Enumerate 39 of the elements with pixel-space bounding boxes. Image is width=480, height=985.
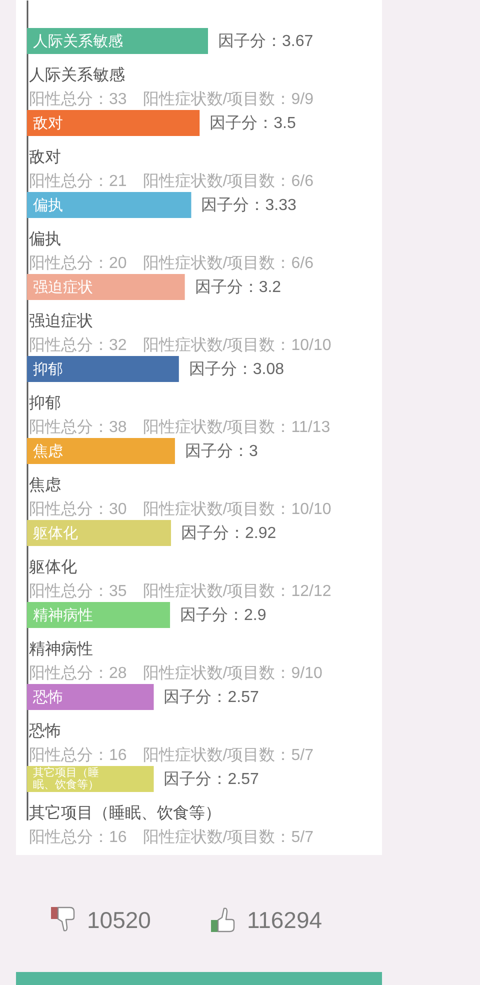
annotation: 阳性总分：21 阳性症状数/项目数：6/6 [29,172,314,190]
y-tick-label: 敌对 [29,148,61,166]
data-label: 因子分：2.9 [180,607,266,624]
annotation: 阳性总分：16 阳性症状数/项目数：5/7 [29,746,314,764]
annotation: 阳性总分：20 阳性症状数/项目数：6/6 [29,254,314,272]
data-label: 因子分：3.08 [188,361,284,378]
bar [27,520,172,546]
data-label: 因子分：3.33 [201,197,296,214]
data-label: 因子分：2.92 [181,525,276,542]
y-tick-label: 强迫症状 [29,312,93,330]
text: 116294 [247,907,322,933]
bar [27,356,179,382]
annotation: 阳性总分：32 阳性症状数/项目数：10/10 [29,336,332,354]
annotation: 阳性总分：35 阳性症状数/项目数：12/12 [29,582,332,600]
bar [27,274,185,300]
data-label: 因子分：2.57 [164,771,259,788]
bar [27,684,154,710]
annotation: 阳性总分：28 阳性症状数/项目数：9/10 [29,664,322,682]
y-tick-label: 焦虑 [29,476,61,494]
y-tick-label: 躯体化 [29,559,77,576]
annotation: 阳性总分：33 阳性症状数/项目数：9/9 [29,90,314,108]
data-label: 因子分：3.2 [194,279,282,296]
y-tick-label: 精神病性 [29,640,93,658]
y-tick-label: 抑郁 [29,395,61,412]
annotation: 阳性总分：38 阳性症状数/项目数：11/13 [29,418,330,436]
data-label: 因子分：3.67 [218,33,314,50]
text: 阳性总分：16 阳性症状数/项目数：5/7 [29,828,314,846]
bar [27,192,192,218]
data-label: 因子分：3.5 [210,115,296,132]
text: 10520 [87,907,151,933]
annotation: 阳性总分：30 阳性症状数/项目数：10/10 [29,500,332,518]
y-tick-label: 偏执 [29,230,61,248]
y-tick-label: 其它项目（睡眠、饮食等） [29,804,221,822]
data-label: 因子分：3 [184,443,258,460]
y-tick-label: 人际关系敏感 [29,66,125,84]
bar [27,110,200,136]
bar [27,438,175,464]
data-label: 因子分：2.57 [164,689,259,706]
y-tick-label: 恐怖 [28,723,61,740]
